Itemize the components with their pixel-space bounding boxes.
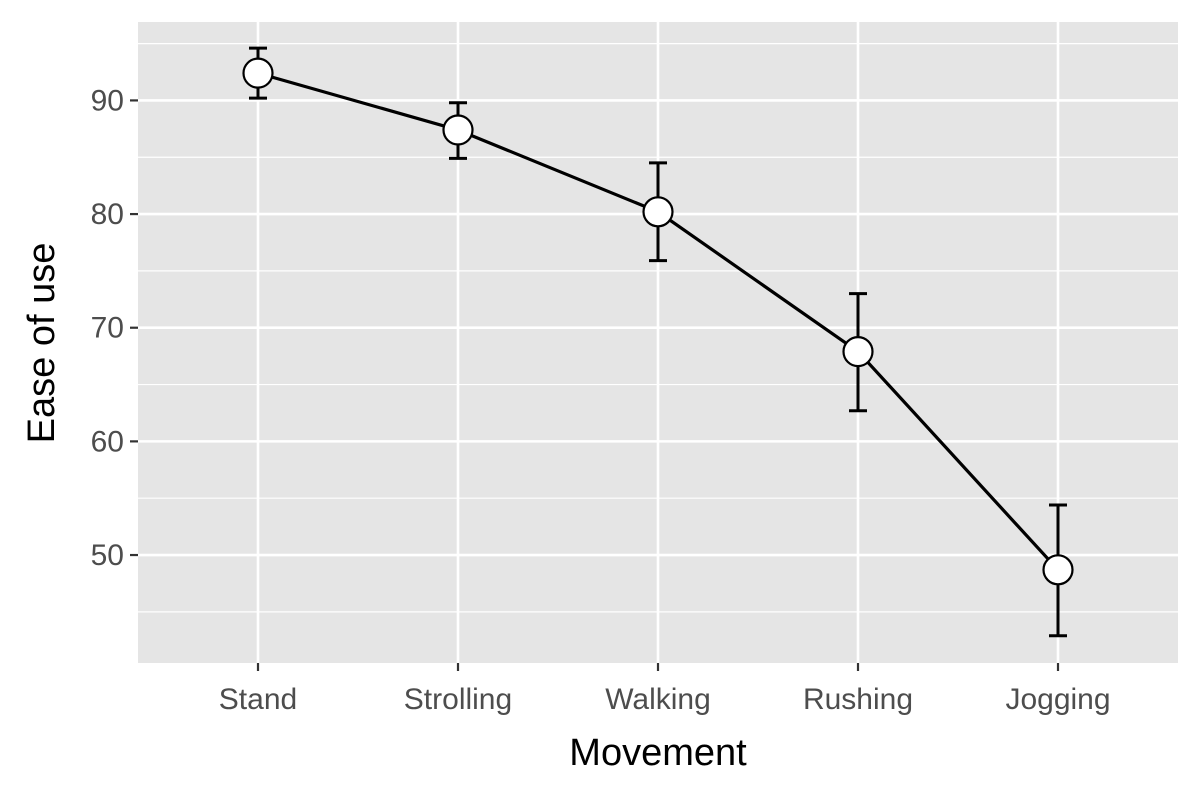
x-tick-label: Strolling: [404, 683, 512, 716]
data-point: [442, 114, 474, 146]
data-point: [842, 335, 874, 368]
x-tick-label: Stand: [219, 683, 297, 716]
data-points: [242, 57, 1074, 586]
y-axis-ticks: 50 60 70 80 90: [91, 84, 138, 572]
x-axis-title: Movement: [569, 732, 747, 774]
x-tick-label: Rushing: [803, 683, 913, 716]
data-point: [642, 196, 674, 228]
x-tick-label: Walking: [605, 683, 711, 716]
y-axis-title: Ease of use: [21, 243, 63, 444]
data-point: [242, 57, 274, 89]
data-point: [1042, 554, 1074, 586]
y-tick-label: 60: [91, 425, 124, 458]
y-tick-label: 80: [91, 198, 124, 231]
x-tick-label: Jogging: [1005, 683, 1110, 716]
x-axis-ticks: Stand Strolling Walking Rushing Jogging: [219, 663, 1111, 716]
y-tick-label: 50: [91, 539, 124, 572]
y-tick-label: 70: [91, 312, 124, 345]
y-tick-label: 90: [91, 84, 124, 117]
